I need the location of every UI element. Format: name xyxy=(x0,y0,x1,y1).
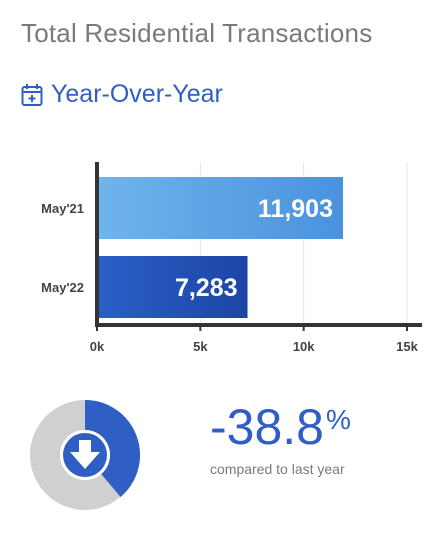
subtitle-label: Year-Over-Year xyxy=(51,80,223,108)
arrow-down-icon xyxy=(63,433,107,477)
bar-value-label: 7,283 xyxy=(175,274,238,302)
change-donut xyxy=(30,400,140,510)
bar-1 xyxy=(99,256,248,318)
percent-sign: % xyxy=(325,404,351,435)
donut-change-arc xyxy=(84,400,140,497)
x-tick-label: 10k xyxy=(293,339,315,354)
category-label: May'21 xyxy=(41,201,84,216)
page-title: Total Residential Transactions xyxy=(21,18,373,48)
x-tick-label: 0k xyxy=(90,339,105,354)
bar-0 xyxy=(99,177,343,239)
bar-chart: 11,903 7,283 0k 5k 10k 15k May'21 May'22 xyxy=(41,162,422,354)
x-tick-label: 5k xyxy=(193,339,208,354)
x-tick-label: 15k xyxy=(396,339,418,354)
percent-change-value: -38.8 xyxy=(210,399,324,455)
subtitle-row: Year-Over-Year xyxy=(21,80,223,109)
calendar-plus-icon xyxy=(21,83,43,107)
percent-change: -38.8% xyxy=(210,402,351,452)
percent-change-caption: compared to last year xyxy=(210,461,345,477)
bar-value-label: 11,903 xyxy=(258,195,333,223)
category-label: May'22 xyxy=(41,280,84,295)
